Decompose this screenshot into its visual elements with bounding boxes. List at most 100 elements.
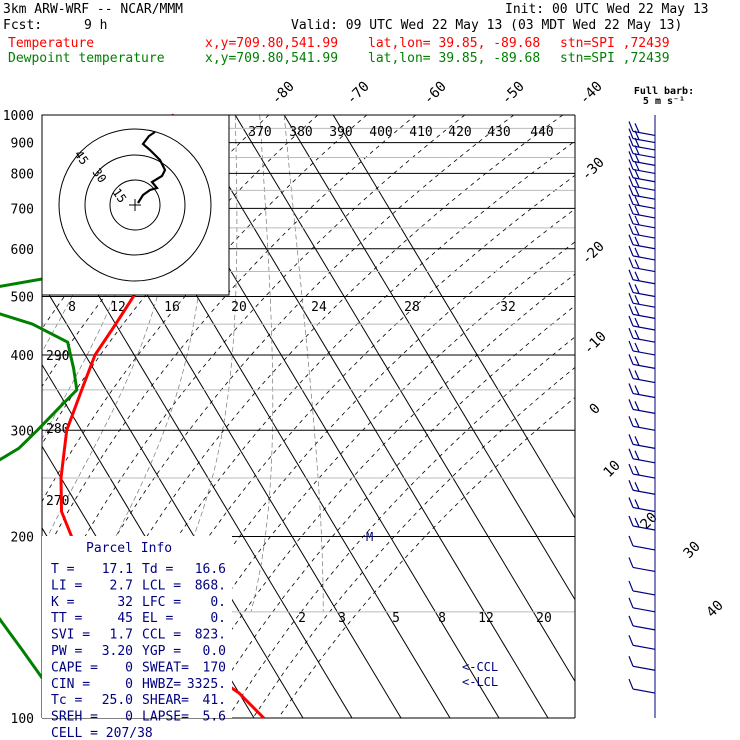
hodograph-ring bbox=[58, 128, 212, 282]
wind-barb bbox=[632, 152, 656, 159]
wind-barb-flag bbox=[628, 292, 634, 304]
wind-barb-flag bbox=[634, 385, 640, 395]
wind-barb-flag bbox=[634, 225, 640, 236]
pressure-label: 700 bbox=[11, 202, 34, 217]
wind-barb bbox=[632, 350, 656, 356]
mixing-ratio-lower-label: 2 bbox=[298, 611, 306, 626]
wind-barb-flag bbox=[634, 236, 640, 247]
wind-barb-flag bbox=[628, 463, 634, 475]
wind-barb-flag bbox=[628, 245, 634, 257]
moist-adiabat bbox=[250, 115, 274, 612]
wind-barb-flag bbox=[634, 271, 640, 281]
wind-barb bbox=[632, 363, 656, 369]
wind-barb-flag bbox=[628, 635, 634, 646]
wind-barb-flag bbox=[628, 615, 634, 627]
wind-barb-flag bbox=[634, 178, 640, 188]
wind-barb bbox=[632, 233, 656, 239]
wind-barb bbox=[632, 688, 656, 694]
dewpoint-legend: Dewpoint temperature bbox=[8, 51, 165, 66]
mixing-ratio-label: 32 bbox=[500, 300, 516, 315]
parcel-row-value: 868. bbox=[195, 578, 226, 593]
parcel-row-value: 16.6 bbox=[195, 562, 226, 577]
wind-barb bbox=[632, 607, 656, 613]
wind-barb-flag bbox=[634, 317, 640, 328]
parcel-row-value: 3.20 bbox=[102, 644, 133, 659]
parcel-row-label: SHEAR= bbox=[142, 693, 189, 708]
parcel-row-value: 170 bbox=[203, 660, 226, 675]
wind-barb bbox=[632, 213, 656, 219]
lcl-marker: <-LCL bbox=[462, 675, 498, 689]
wind-barb bbox=[632, 177, 656, 183]
wind-barb-flag bbox=[628, 656, 634, 667]
wind-barb bbox=[632, 203, 656, 209]
parcel-row-label: LI = bbox=[51, 578, 82, 593]
temperature-xy: x,y=709.80,541.99 bbox=[205, 36, 339, 51]
pressure-label: 1000 bbox=[3, 109, 34, 124]
parcel-row-value: 32 bbox=[117, 595, 133, 610]
wind-barb bbox=[632, 489, 656, 495]
theta-label: 430 bbox=[487, 125, 510, 140]
wind-barb bbox=[632, 337, 656, 343]
wind-barb bbox=[632, 302, 656, 308]
parcel-row-value: 41. bbox=[203, 693, 226, 708]
parcel-row-label: HWBZ= bbox=[142, 677, 181, 692]
mid-marker: M bbox=[366, 530, 373, 544]
moist-adiabat bbox=[283, 115, 324, 612]
wind-barb-flag bbox=[628, 184, 634, 196]
temperature-tick-label: -70 bbox=[344, 79, 373, 108]
wind-barb-flag bbox=[628, 515, 634, 527]
temperature-tick-label: -30 bbox=[579, 155, 608, 184]
parcel-info-box bbox=[42, 536, 232, 718]
wind-barb-flag bbox=[628, 480, 634, 491]
wind-barb-flag bbox=[628, 203, 634, 215]
dewpoint-xy: x,y=709.80,541.99 bbox=[205, 51, 339, 66]
wind-barb-flag bbox=[634, 196, 640, 206]
wind-barb bbox=[632, 325, 656, 331]
parcel-row-label: LCL = bbox=[142, 578, 181, 593]
wind-barb-flag bbox=[628, 340, 634, 352]
parcel-row-value: 25.0 bbox=[102, 693, 133, 708]
wind-barb-flag bbox=[628, 213, 634, 225]
wind-barb-flag bbox=[634, 401, 640, 411]
wind-barb-flag bbox=[628, 223, 634, 235]
wind-barb bbox=[632, 644, 656, 650]
wind-barb bbox=[632, 130, 656, 137]
temperature-legend: Temperature bbox=[8, 36, 95, 51]
temperature-tick-label: 40 bbox=[704, 598, 727, 621]
parcel-row-label: PW = bbox=[51, 644, 82, 659]
mixing-ratio-label: 8 bbox=[68, 300, 76, 315]
wind-barb-flag bbox=[628, 354, 634, 365]
temperature-tick-label: -80 bbox=[269, 79, 298, 108]
mixing-ratio-lower-label: 5 bbox=[392, 611, 400, 626]
mixing-ratio-lower-label: 12 bbox=[478, 611, 494, 626]
wind-barb-flag bbox=[634, 499, 640, 509]
isotherm bbox=[185, 115, 549, 718]
wind-barb-flag bbox=[634, 169, 640, 179]
full-barb-value: 5 m s⁻¹ bbox=[643, 96, 685, 107]
wind-barb bbox=[632, 255, 656, 261]
parcel-row-label: SREH = bbox=[51, 710, 98, 725]
mixing-ratio-label: 28 bbox=[404, 300, 420, 315]
wind-barb-flag bbox=[634, 161, 640, 171]
wind-barb-flag bbox=[628, 257, 634, 268]
temperature-tick-label: -50 bbox=[499, 79, 528, 108]
mixing-ratio-label: 16 bbox=[164, 300, 180, 315]
pressure-label: 500 bbox=[11, 291, 34, 306]
dry-adiabat-label: 280 bbox=[46, 422, 69, 437]
wind-barb-flag bbox=[634, 517, 640, 528]
theta-label: 370 bbox=[248, 125, 271, 140]
full-barb-note: Full barb: bbox=[634, 86, 694, 97]
wind-barb-flag bbox=[634, 329, 640, 340]
parcel-row-label: K = bbox=[51, 595, 75, 610]
dry-adiabat-label: 290 bbox=[46, 349, 69, 364]
pressure-label: 800 bbox=[11, 167, 34, 182]
wind-barb-flag bbox=[634, 247, 640, 258]
isotherm bbox=[283, 115, 575, 601]
parcel-row-label: LFC = bbox=[142, 595, 181, 610]
parcel-row-value: 1.7 bbox=[110, 628, 133, 643]
wind-barb-flag bbox=[634, 215, 640, 226]
parcel-row-label: SVI = bbox=[51, 628, 90, 643]
wind-barb bbox=[632, 545, 656, 551]
wind-barb bbox=[632, 185, 656, 191]
